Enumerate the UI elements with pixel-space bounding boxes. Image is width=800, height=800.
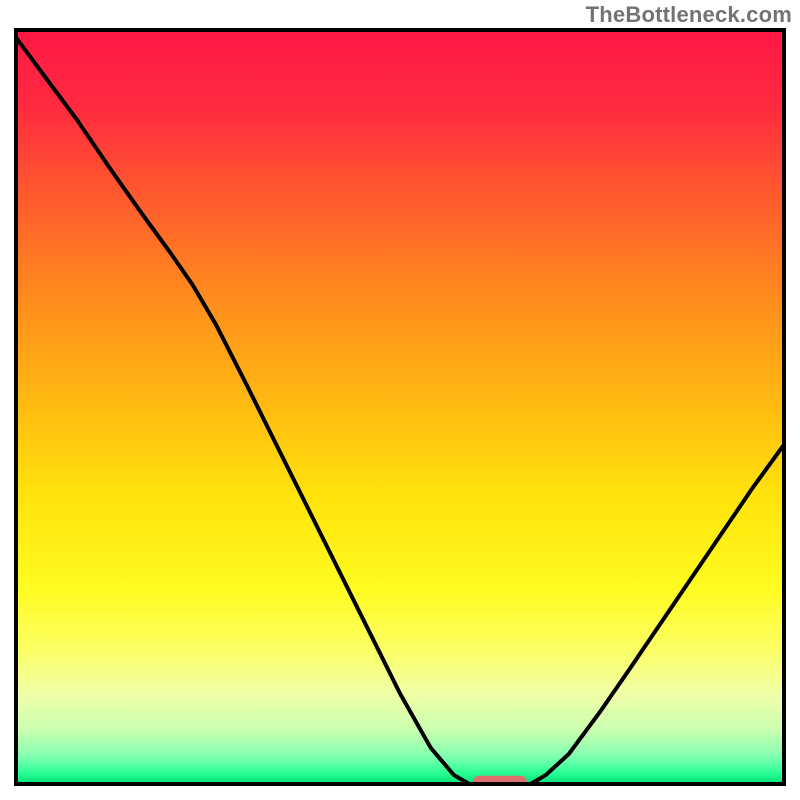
chart-container: { "watermark": { "text": "TheBottleneck.…: [0, 0, 800, 800]
bottleneck-chart: [0, 0, 800, 800]
chart-background: [16, 30, 784, 784]
watermark-text: TheBottleneck.com: [586, 2, 792, 28]
